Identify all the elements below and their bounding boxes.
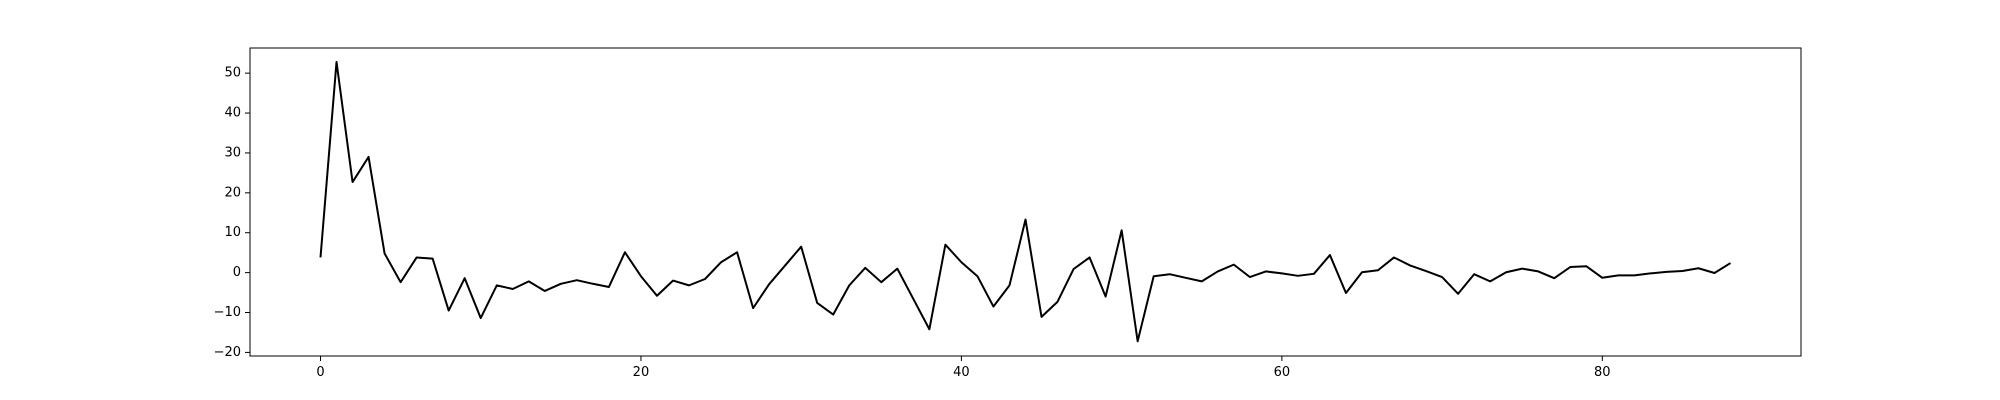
y-tick-label: 10 [224,225,241,240]
y-tick-marks [245,72,250,353]
y-tick-label: −20 [214,345,241,360]
series-line [319,60,1732,343]
y-tick-label: 50 [224,66,241,81]
plot-area-frame [249,47,1802,357]
x-tick-label: 20 [633,365,650,380]
x-tick-label: 40 [953,365,970,380]
x-tick-marks [320,356,1603,361]
y-tick-label: 30 [224,145,241,160]
x-tick-label: 0 [316,365,324,380]
y-tick-label: −10 [214,305,241,320]
y-tick-labels: −20 −10 0 10 20 30 40 50 [214,66,241,360]
y-tick-label: 40 [224,106,241,121]
x-tick-labels: 0 20 40 60 80 [316,365,1610,380]
y-tick-label: 0 [233,265,241,280]
y-tick-label: 20 [224,185,241,200]
x-tick-label: 80 [1594,365,1611,380]
x-tick-label: 60 [1274,365,1291,380]
